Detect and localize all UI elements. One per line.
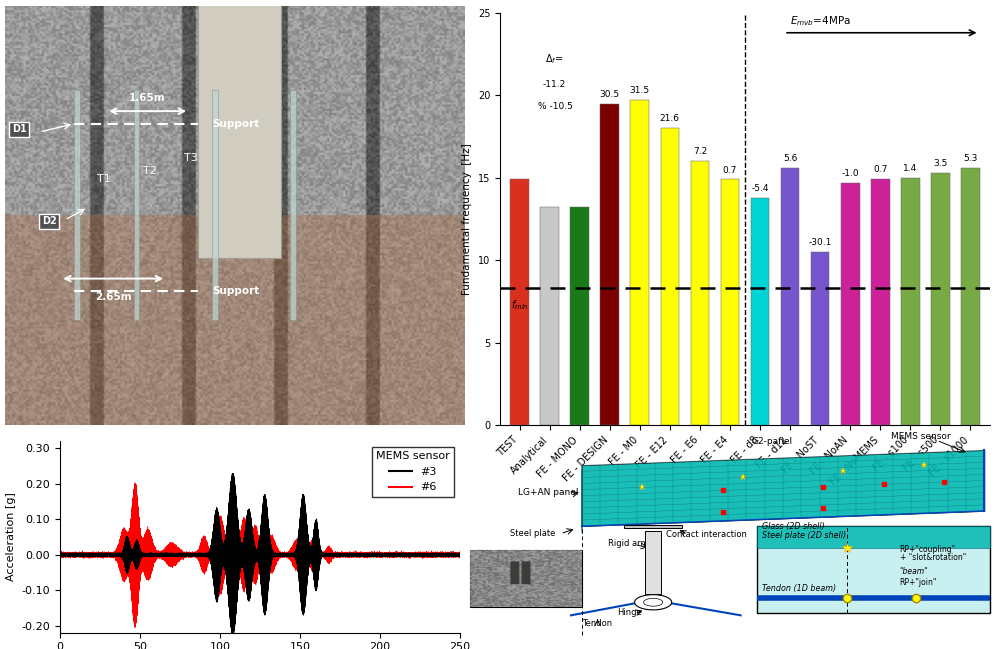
Text: Tendon (1D beam): Tendon (1D beam) [762, 584, 836, 593]
Text: LG+AN panel: LG+AN panel [518, 487, 578, 496]
Text: RP+"join": RP+"join" [900, 578, 937, 587]
Polygon shape [645, 530, 661, 594]
Text: "beam": "beam" [900, 567, 928, 576]
Text: 21.6: 21.6 [660, 114, 680, 123]
Text: 31.5: 31.5 [630, 86, 650, 95]
Bar [510, 180, 529, 425]
Text: T2: T2 [143, 166, 157, 176]
Text: % -10.5: % -10.5 [538, 102, 573, 110]
Text: 0.7: 0.7 [873, 165, 887, 174]
Text: Support: Support [212, 119, 259, 129]
Text: -30.1: -30.1 [808, 238, 832, 247]
Text: Glass (2D shell): Glass (2D shell) [762, 522, 825, 532]
Bar [931, 173, 950, 425]
Text: RP+"coupling": RP+"coupling" [900, 545, 956, 554]
Polygon shape [624, 525, 682, 528]
Text: + "slot&rotation": + "slot&rotation" [900, 553, 966, 562]
Text: -1.0: -1.0 [841, 169, 859, 178]
Text: Steel plate (2D shell): Steel plate (2D shell) [762, 531, 846, 540]
Bar [630, 101, 649, 425]
Legend: #3, #6: #3, #6 [372, 447, 454, 497]
Bar [871, 178, 890, 425]
Text: D2: D2 [42, 216, 57, 226]
Text: 3.5: 3.5 [933, 159, 948, 168]
Bar [661, 129, 679, 425]
Polygon shape [635, 594, 672, 610]
Text: $\Delta_f$=: $\Delta_f$= [545, 53, 564, 66]
Text: Tendon: Tendon [582, 619, 613, 628]
Bar [198, 0, 281, 258]
Text: $E_{mvb}$=4MPa: $E_{mvb}$=4MPa [790, 14, 851, 29]
Bar [540, 208, 559, 425]
Text: 5.6: 5.6 [783, 154, 797, 163]
Text: 2.65m: 2.65m [95, 291, 131, 302]
Y-axis label: Fundamental frequency  [Hz]: Fundamental frequency [Hz] [462, 143, 472, 295]
Bar [751, 197, 769, 425]
Text: T3: T3 [184, 153, 198, 164]
Bar [961, 168, 980, 425]
Text: 5.3: 5.3 [963, 154, 978, 163]
Text: 0.7: 0.7 [723, 165, 737, 175]
Bar [134, 90, 139, 321]
Bar [721, 180, 739, 425]
Bar [841, 183, 860, 425]
Text: -11.2: -11.2 [542, 80, 565, 89]
Text: 1.65m: 1.65m [129, 93, 166, 103]
Bar [691, 162, 709, 425]
Bar [290, 90, 296, 321]
Text: D1: D1 [12, 124, 27, 134]
Text: MEMS sensor: MEMS sensor [891, 432, 951, 441]
Text: 1.4: 1.4 [903, 164, 917, 173]
Polygon shape [644, 598, 663, 606]
Text: Rigid arm: Rigid arm [608, 539, 649, 548]
Text: Hinge: Hinge [617, 608, 642, 617]
Bar [212, 90, 218, 321]
Text: 30.5: 30.5 [600, 90, 620, 99]
Text: $f_{min}$: $f_{min}$ [511, 298, 528, 312]
Text: Contact interaction: Contact interaction [666, 530, 747, 539]
Text: Support: Support [212, 286, 259, 296]
Bar [901, 178, 920, 425]
Bar [570, 208, 589, 425]
Y-axis label: Acceleration [g]: Acceleration [g] [6, 493, 16, 582]
Text: G2-panel: G2-panel [752, 437, 793, 446]
Bar [811, 252, 829, 425]
Text: T1: T1 [97, 175, 111, 184]
Bar [781, 168, 799, 425]
Bar [470, 550, 582, 607]
Text: Steel plate: Steel plate [510, 529, 555, 538]
Bar [757, 526, 990, 613]
Bar [74, 90, 80, 321]
Text: 7.2: 7.2 [693, 147, 707, 156]
Text: -5.4: -5.4 [751, 184, 769, 193]
Bar [600, 104, 619, 425]
